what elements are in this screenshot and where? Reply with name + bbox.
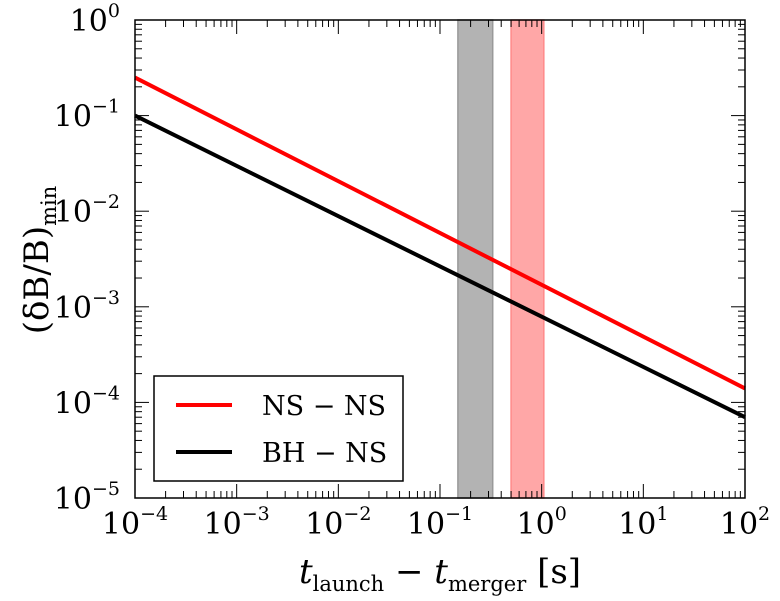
x-tick-label: 10−3	[204, 503, 270, 542]
x-tick-labels: 10−4 10−3 10−2 10−1 100 101 102	[102, 503, 770, 542]
bands-layer	[457, 19, 545, 499]
y-tick-label: 10−1	[54, 96, 120, 135]
y-tick-label: 10−3	[54, 287, 120, 326]
minor-ticks-layer	[134, 20, 745, 499]
y-tick-label: 10−2	[54, 191, 120, 230]
x-tick-label: 101	[618, 503, 668, 542]
x-axis-title: tlaunch − tmerger [s]	[299, 552, 581, 596]
legend-label-ns-ns: NS − NS	[262, 391, 386, 422]
x-tick-label: 10−2	[305, 503, 371, 542]
y-tick-label: 100	[70, 0, 120, 39]
legend: NS − NS BH − NS	[153, 375, 404, 482]
y-axis-title: (δB/B)min	[17, 186, 61, 335]
y-tick-labels: 100 10−1 10−2 10−3 10−4 10−5	[54, 0, 120, 517]
series-line-1	[134, 113, 746, 420]
lines-layer	[134, 75, 746, 420]
plot-frame	[134, 19, 746, 499]
series-line-0	[134, 75, 746, 391]
legend-box	[153, 375, 404, 482]
x-tick-label: 10−4	[102, 503, 168, 542]
band-1	[510, 19, 545, 499]
y-tick-label: 10−5	[54, 478, 120, 517]
x-tick-label: 100	[517, 503, 567, 542]
legend-label-bh-ns: BH − NS	[262, 438, 387, 469]
x-tick-label: 102	[720, 503, 770, 542]
x-tick-label: 10−1	[407, 503, 473, 542]
y-tick-label: 10−4	[54, 382, 120, 421]
